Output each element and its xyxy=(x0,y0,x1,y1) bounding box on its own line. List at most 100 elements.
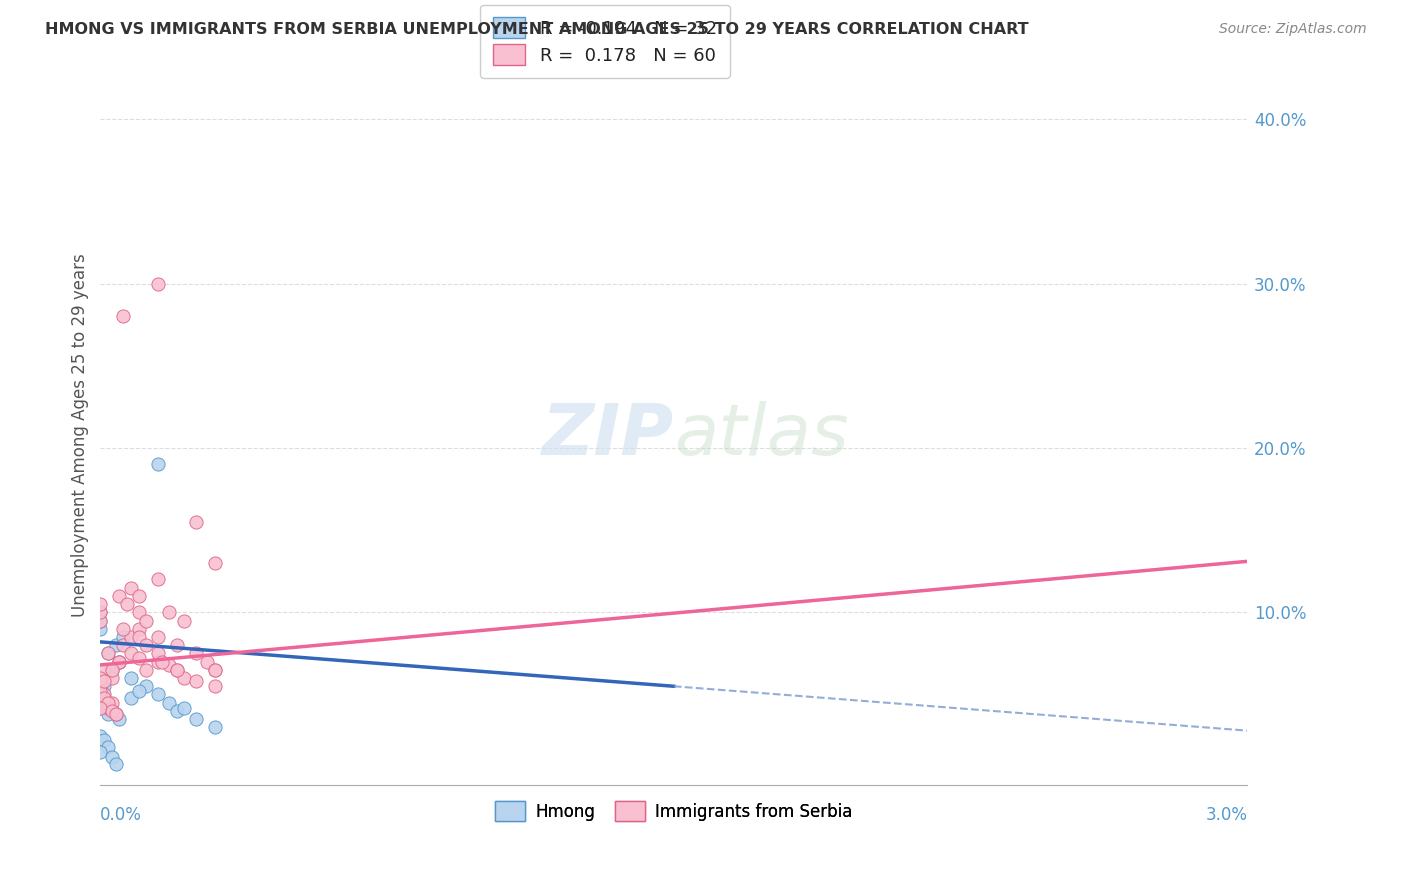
Point xyxy=(146,573,169,587)
Point xyxy=(184,515,207,529)
Point xyxy=(108,712,131,726)
Point xyxy=(93,674,115,689)
Point xyxy=(89,614,111,628)
Point xyxy=(120,690,142,705)
Point xyxy=(112,630,135,644)
Point xyxy=(104,707,127,722)
Point xyxy=(89,605,111,619)
Text: ZIP: ZIP xyxy=(541,401,673,470)
Point xyxy=(146,646,169,660)
Point xyxy=(89,688,111,702)
Point xyxy=(89,679,111,693)
Point xyxy=(128,651,150,665)
Point xyxy=(97,646,120,660)
Point xyxy=(89,684,111,698)
Point xyxy=(135,638,157,652)
Point xyxy=(184,674,207,689)
Point xyxy=(146,655,169,669)
Text: atlas: atlas xyxy=(673,401,848,470)
Point xyxy=(89,729,111,743)
Point xyxy=(128,605,150,619)
Point xyxy=(120,581,142,595)
Legend: Hmong, Immigrants from Serbia: Hmong, Immigrants from Serbia xyxy=(486,793,860,829)
Point xyxy=(135,663,157,677)
Point xyxy=(128,622,150,636)
Point xyxy=(101,671,124,685)
Point xyxy=(204,663,226,677)
Point xyxy=(157,657,180,672)
Point xyxy=(93,663,115,677)
Point xyxy=(97,646,120,660)
Point xyxy=(97,696,120,710)
Text: 0.0%: 0.0% xyxy=(100,805,142,824)
Point xyxy=(93,679,115,693)
Point xyxy=(173,614,195,628)
Point xyxy=(120,671,142,685)
Point xyxy=(146,277,169,291)
Point xyxy=(101,696,124,710)
Point xyxy=(97,707,120,722)
Point xyxy=(89,605,111,619)
Point xyxy=(101,704,124,718)
Point xyxy=(89,671,111,685)
Point xyxy=(93,688,115,702)
Point xyxy=(101,663,124,677)
Point xyxy=(89,700,111,714)
Point xyxy=(150,655,173,669)
Y-axis label: Unemployment Among Ages 25 to 29 years: Unemployment Among Ages 25 to 29 years xyxy=(72,253,89,617)
Point xyxy=(184,712,207,726)
Point xyxy=(101,704,124,718)
Point xyxy=(115,597,138,611)
Point xyxy=(128,684,150,698)
Point xyxy=(97,740,120,755)
Point xyxy=(89,597,111,611)
Point xyxy=(197,655,219,669)
Point xyxy=(128,589,150,603)
Point xyxy=(173,700,195,714)
Text: Source: ZipAtlas.com: Source: ZipAtlas.com xyxy=(1219,22,1367,37)
Point xyxy=(93,733,115,747)
Point xyxy=(108,655,131,669)
Point xyxy=(112,310,135,324)
Point xyxy=(89,745,111,759)
Point xyxy=(157,605,180,619)
Point xyxy=(166,663,188,677)
Point xyxy=(204,556,226,570)
Point xyxy=(89,700,111,714)
Point xyxy=(93,696,115,710)
Point xyxy=(204,720,226,734)
Point xyxy=(120,630,142,644)
Point xyxy=(135,614,157,628)
Point xyxy=(128,630,150,644)
Point xyxy=(204,679,226,693)
Point xyxy=(146,688,169,702)
Text: 3.0%: 3.0% xyxy=(1205,805,1247,824)
Point xyxy=(93,690,115,705)
Text: HMONG VS IMMIGRANTS FROM SERBIA UNEMPLOYMENT AMONG AGES 25 TO 29 YEARS CORRELATI: HMONG VS IMMIGRANTS FROM SERBIA UNEMPLOY… xyxy=(45,22,1029,37)
Point xyxy=(101,750,124,764)
Point xyxy=(97,700,120,714)
Point xyxy=(204,663,226,677)
Point xyxy=(104,756,127,771)
Point xyxy=(108,655,131,669)
Point xyxy=(135,679,157,693)
Point xyxy=(166,663,188,677)
Point xyxy=(101,663,124,677)
Point xyxy=(146,458,169,472)
Point xyxy=(184,646,207,660)
Point xyxy=(112,638,135,652)
Point xyxy=(146,630,169,644)
Point xyxy=(89,688,111,702)
Point xyxy=(166,638,188,652)
Point xyxy=(120,646,142,660)
Point xyxy=(157,696,180,710)
Point xyxy=(89,622,111,636)
Point xyxy=(89,614,111,628)
Point xyxy=(104,707,127,722)
Point xyxy=(108,589,131,603)
Point xyxy=(104,638,127,652)
Point xyxy=(108,655,131,669)
Point xyxy=(112,622,135,636)
Point xyxy=(173,671,195,685)
Point xyxy=(166,704,188,718)
